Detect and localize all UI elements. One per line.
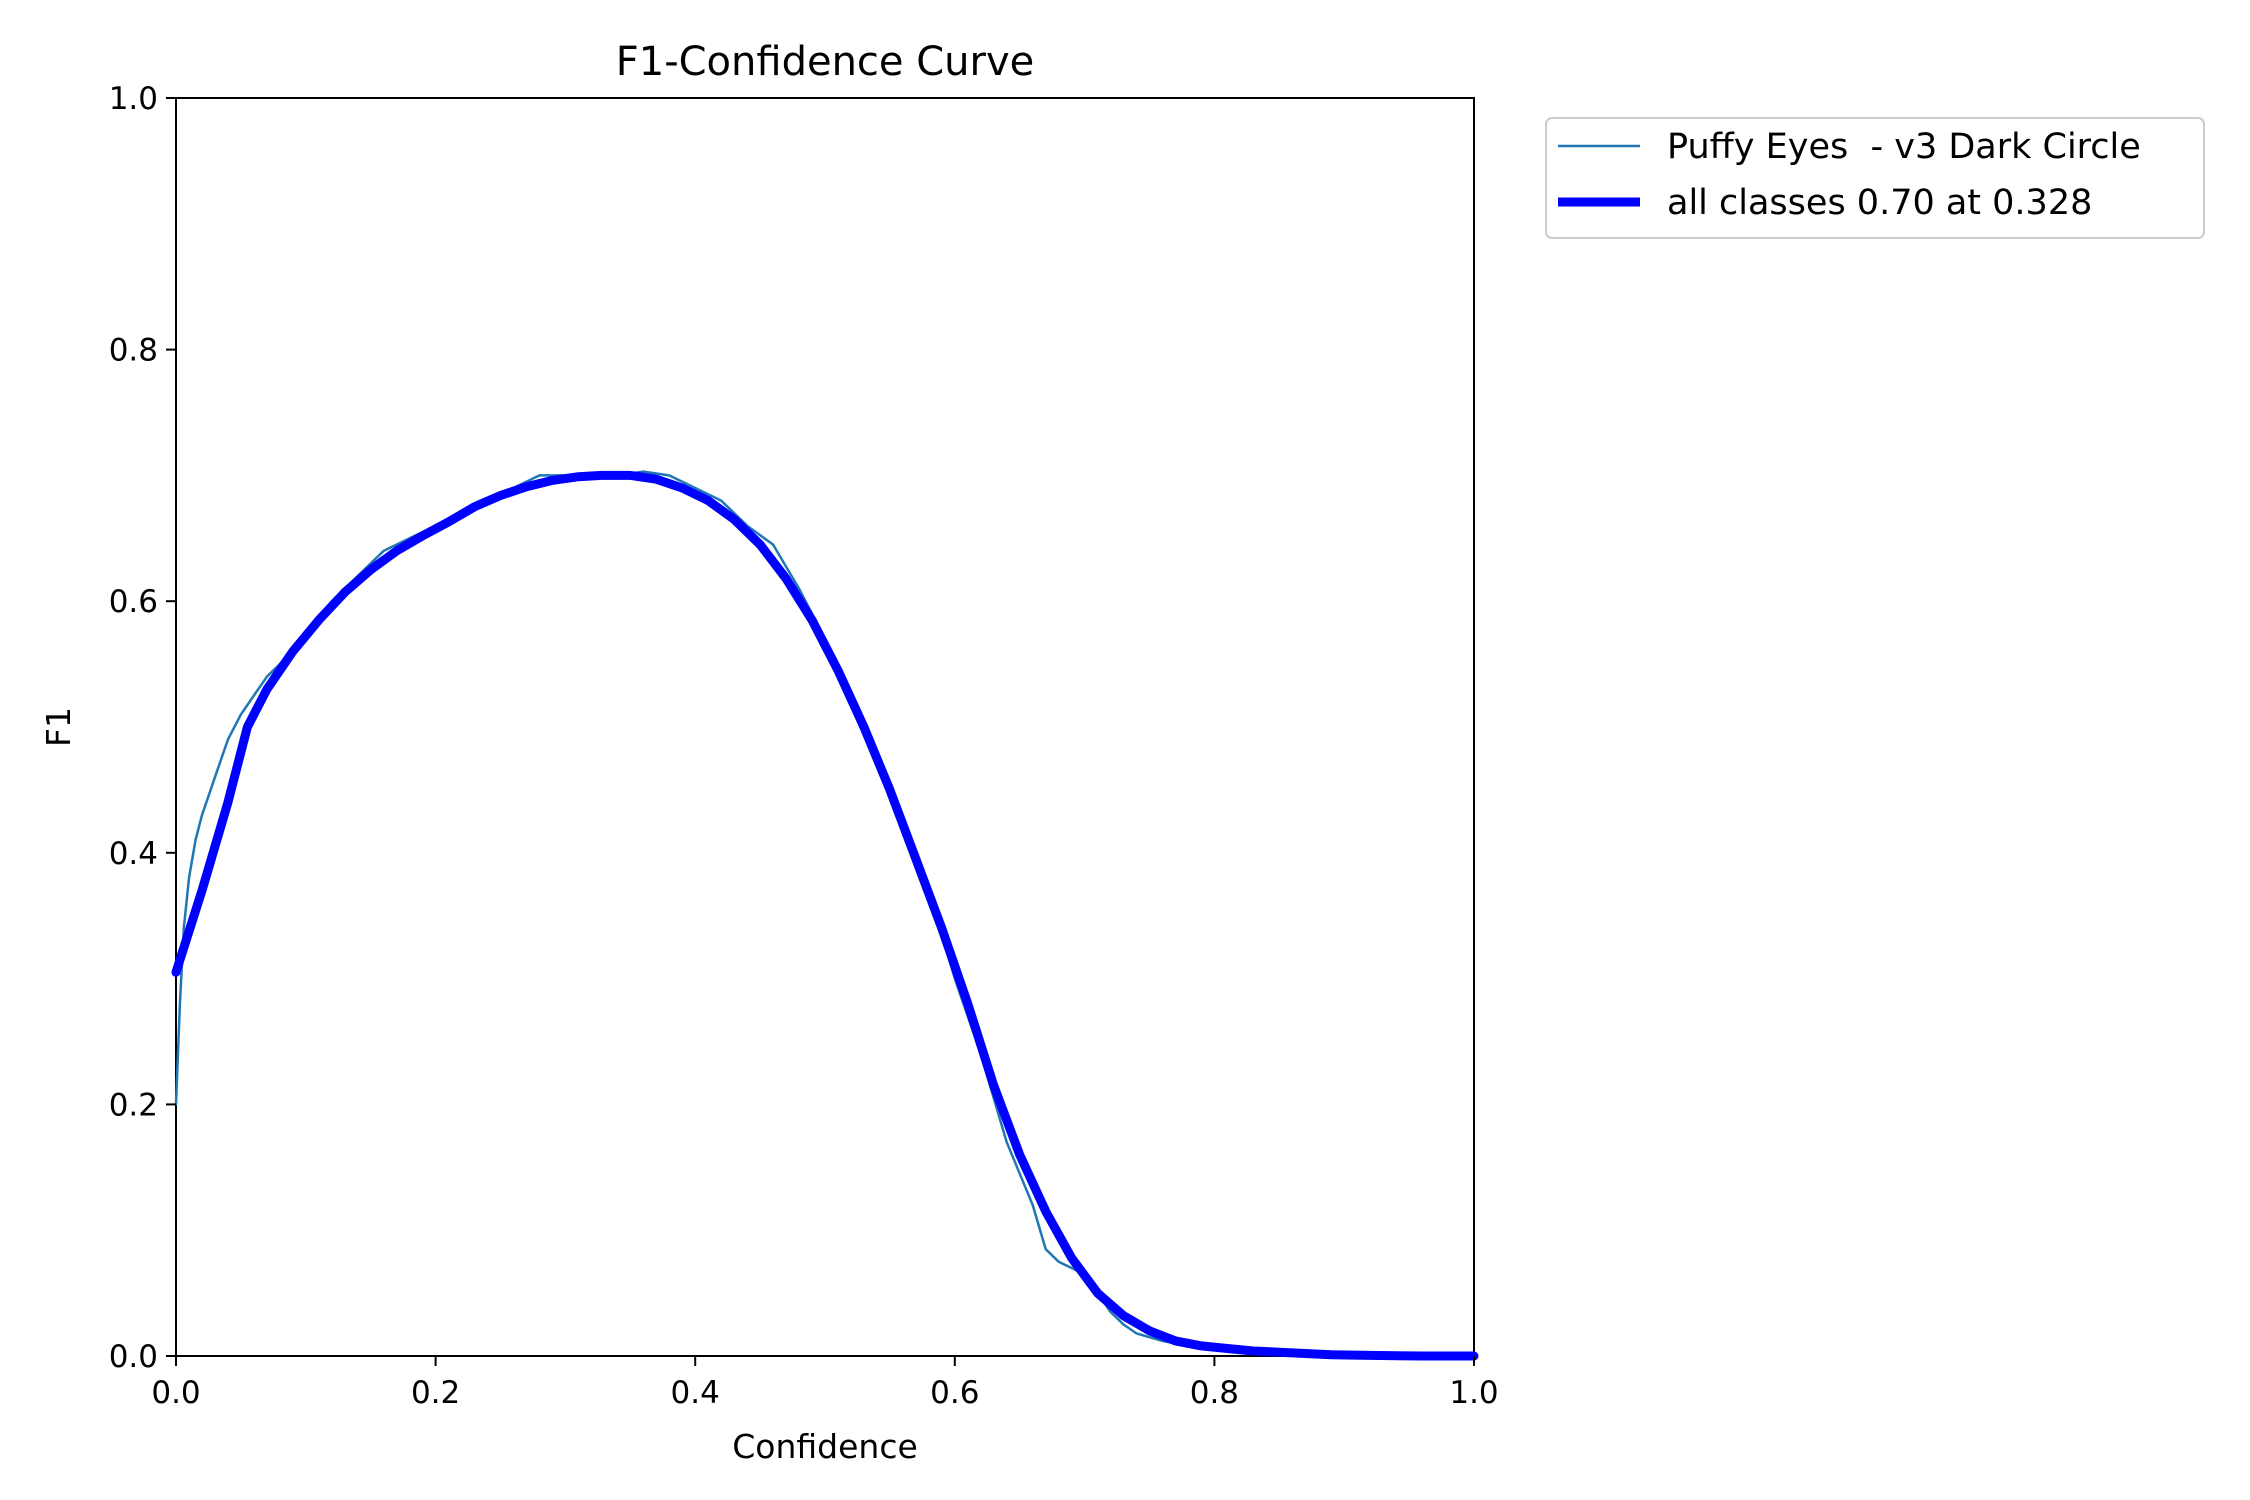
legend-label-all-classes: all classes 0.70 at 0.328 — [1667, 183, 2092, 223]
x-tick-label: 1.0 — [1449, 1375, 1498, 1411]
x-tick-label: 0.0 — [151, 1375, 200, 1411]
y-tick-label: 0.4 — [109, 836, 158, 872]
legend-label-puffy-eyes: Puffy Eyes - v3 Dark Circle — [1667, 127, 2141, 167]
x-tick-label: 0.8 — [1190, 1375, 1239, 1411]
plot-frame — [175, 97, 1475, 1357]
y-tick-label: 1.0 — [109, 81, 158, 117]
y-axis-ticks: 0.0 0.2 0.4 0.6 0.8 1.0 — [109, 81, 176, 1375]
plot-area — [171, 97, 1479, 1361]
x-tick-label: 0.4 — [671, 1375, 720, 1411]
legend: Puffy Eyes - v3 Dark Circle all classes … — [1545, 117, 2205, 239]
y-tick-label: 0.2 — [109, 1087, 158, 1123]
y-tick-label: 0.6 — [109, 584, 158, 620]
y-tick-label: 0.8 — [109, 333, 158, 369]
series-line-puffy-eyes — [174, 470, 1476, 1358]
x-axis-ticks: 0.0 0.2 0.4 0.6 0.8 1.0 — [151, 1356, 1499, 1411]
legend-frame — [1545, 117, 2205, 239]
x-tick-label: 0.6 — [930, 1375, 979, 1411]
chart-title: F1-Confidence Curve — [616, 39, 1035, 85]
x-tick-label: 0.2 — [411, 1375, 460, 1411]
y-tick-label: 0.0 — [109, 1339, 158, 1375]
series-line-all-classes — [171, 470, 1479, 1361]
x-axis-label: Confidence — [732, 1427, 918, 1466]
y-axis-label: F1 — [39, 707, 78, 747]
series-layer — [171, 470, 1479, 1361]
